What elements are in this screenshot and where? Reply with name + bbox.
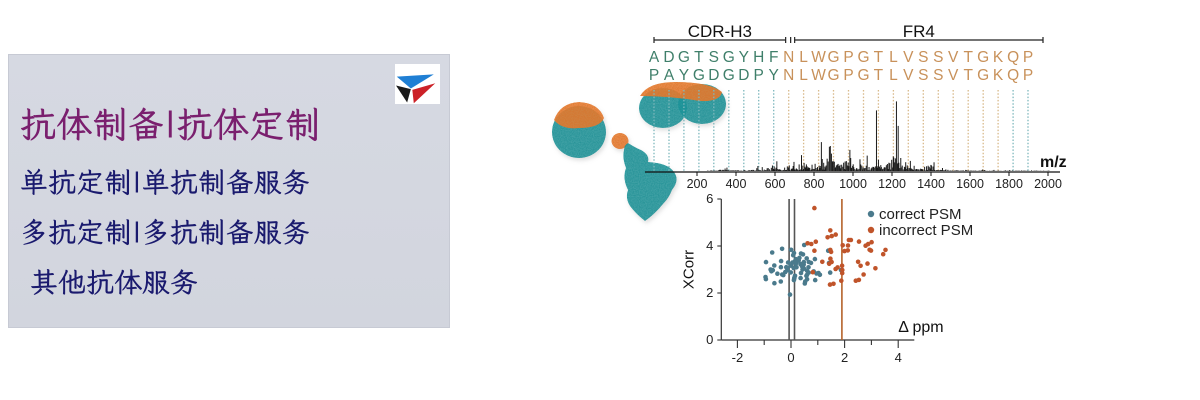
svg-text:P: P bbox=[1023, 67, 1033, 84]
svg-text:Δ ppm: Δ ppm bbox=[898, 319, 943, 336]
svg-text:S: S bbox=[918, 49, 928, 66]
svg-text:6: 6 bbox=[706, 191, 713, 206]
svg-text:W: W bbox=[811, 49, 826, 66]
svg-text:Y: Y bbox=[769, 67, 779, 84]
svg-text:P: P bbox=[1023, 49, 1033, 66]
svg-text:V: V bbox=[903, 67, 914, 84]
svg-text:CDR-H3: CDR-H3 bbox=[688, 22, 752, 41]
svg-text:Q: Q bbox=[1007, 67, 1019, 84]
svg-text:G: G bbox=[857, 49, 869, 66]
svg-text:Y: Y bbox=[739, 49, 749, 66]
svg-text:T: T bbox=[874, 49, 884, 66]
svg-text:G: G bbox=[678, 49, 690, 66]
svg-text:T: T bbox=[694, 49, 704, 66]
svg-text:G: G bbox=[827, 49, 839, 66]
svg-text:A: A bbox=[649, 49, 660, 66]
svg-text:XCorr: XCorr bbox=[680, 250, 697, 289]
svg-text:incorrect PSM: incorrect PSM bbox=[879, 222, 973, 239]
svg-text:G: G bbox=[693, 67, 705, 84]
svg-text:W: W bbox=[811, 67, 826, 84]
svg-text:G: G bbox=[723, 49, 735, 66]
svg-text:L: L bbox=[889, 49, 898, 66]
svg-text:V: V bbox=[903, 49, 914, 66]
svg-text:1400: 1400 bbox=[917, 177, 945, 191]
svg-text:F: F bbox=[769, 49, 778, 66]
svg-text:2000: 2000 bbox=[1034, 177, 1062, 191]
svg-text:G: G bbox=[723, 67, 735, 84]
svg-text:A: A bbox=[664, 67, 675, 84]
svg-text:1000: 1000 bbox=[839, 177, 867, 191]
svg-text:1600: 1600 bbox=[956, 177, 984, 191]
svg-text:L: L bbox=[799, 67, 808, 84]
svg-text:D: D bbox=[663, 49, 674, 66]
svg-text:N: N bbox=[783, 49, 794, 66]
svg-text:H: H bbox=[753, 49, 764, 66]
svg-text:G: G bbox=[827, 67, 839, 84]
svg-text:-2: -2 bbox=[732, 350, 744, 365]
svg-text:S: S bbox=[918, 67, 928, 84]
svg-text:P: P bbox=[843, 49, 853, 66]
svg-text:FR4: FR4 bbox=[903, 22, 935, 41]
svg-text:T: T bbox=[963, 67, 973, 84]
svg-text:K: K bbox=[993, 49, 1004, 66]
svg-text:L: L bbox=[889, 67, 898, 84]
svg-text:T: T bbox=[874, 67, 884, 84]
svg-text:0: 0 bbox=[787, 350, 794, 365]
svg-text:G: G bbox=[977, 49, 989, 66]
svg-text:D: D bbox=[708, 67, 719, 84]
svg-text:0: 0 bbox=[706, 332, 713, 347]
svg-text:K: K bbox=[993, 67, 1004, 84]
svg-text:P: P bbox=[754, 67, 764, 84]
svg-text:V: V bbox=[948, 49, 959, 66]
svg-text:correct PSM: correct PSM bbox=[879, 206, 962, 223]
svg-text:4: 4 bbox=[895, 350, 902, 365]
svg-text:600: 600 bbox=[765, 177, 786, 191]
svg-text:S: S bbox=[933, 49, 943, 66]
svg-text:Y: Y bbox=[679, 67, 689, 84]
svg-text:T: T bbox=[963, 49, 973, 66]
svg-text:P: P bbox=[843, 67, 853, 84]
svg-text:400: 400 bbox=[726, 177, 747, 191]
svg-text:P: P bbox=[649, 67, 659, 84]
svg-text:1800: 1800 bbox=[995, 177, 1023, 191]
svg-text:G: G bbox=[857, 67, 869, 84]
svg-text:S: S bbox=[933, 67, 943, 84]
svg-text:S: S bbox=[709, 49, 719, 66]
svg-text:m/z: m/z bbox=[1040, 154, 1067, 171]
svg-text:200: 200 bbox=[687, 177, 708, 191]
svg-text:V: V bbox=[948, 67, 959, 84]
svg-text:Q: Q bbox=[1007, 49, 1019, 66]
svg-text:2: 2 bbox=[841, 350, 848, 365]
svg-text:4: 4 bbox=[706, 238, 713, 253]
svg-text:N: N bbox=[783, 67, 794, 84]
svg-text:G: G bbox=[977, 67, 989, 84]
svg-text:1200: 1200 bbox=[878, 177, 906, 191]
svg-text:2: 2 bbox=[706, 285, 713, 300]
svg-text:L: L bbox=[799, 49, 808, 66]
svg-text:800: 800 bbox=[804, 177, 825, 191]
svg-text:D: D bbox=[738, 67, 749, 84]
